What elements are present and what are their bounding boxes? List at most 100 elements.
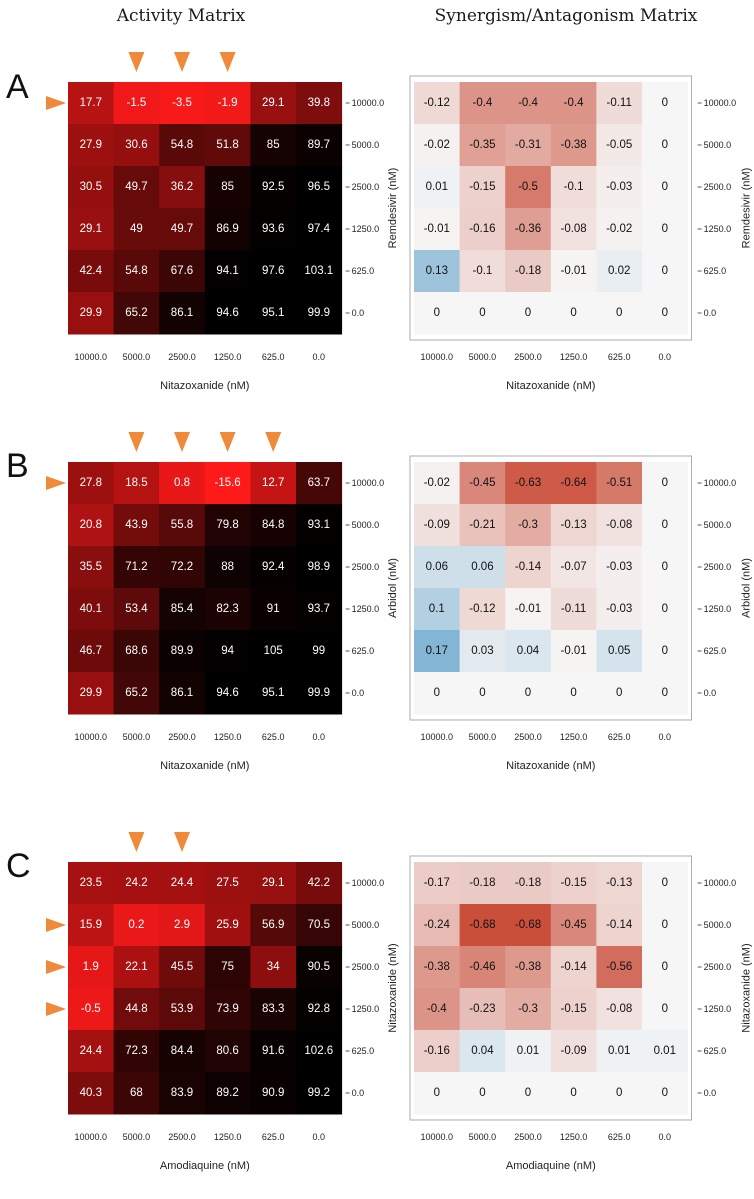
heatmap-cell	[414, 946, 461, 989]
heatmap-cell	[550, 504, 597, 547]
heatmap-cell	[550, 672, 597, 715]
cell-value-label: 94.1	[216, 265, 238, 277]
cell-value-label: 34	[267, 961, 280, 973]
cell-value-label: -0.12	[424, 97, 450, 109]
y-tick-label: 2500.0	[704, 562, 732, 572]
cell-value-label: 0	[662, 477, 668, 489]
heatmap-cell	[414, 672, 461, 715]
cell-value-label: 46.7	[80, 645, 102, 657]
heatmap-cell	[550, 862, 597, 905]
x-tick-label: 1250.0	[214, 1132, 242, 1142]
heatmap-cell	[296, 504, 343, 547]
heatmap-cell	[414, 904, 461, 947]
heatmap-cell	[596, 672, 643, 715]
cell-value-label: 86.9	[216, 223, 238, 235]
cell-value-label: 99	[312, 645, 325, 657]
heatmap-cell	[642, 462, 689, 505]
heatmap-cell	[596, 124, 643, 167]
heatmap-cell	[414, 1030, 461, 1073]
y-axis-label-right: Remdesivir (nM)	[741, 168, 753, 249]
cell-value-label: 0	[525, 307, 531, 319]
heatmap-cell	[68, 124, 115, 167]
heatmap-cell	[113, 630, 160, 673]
cell-value-label: 67.6	[171, 265, 193, 277]
cell-value-label: 17.7	[80, 97, 102, 109]
cell-value-label: 29.1	[262, 97, 284, 109]
heatmap-cell	[204, 588, 251, 631]
cell-value-label: -0.05	[606, 139, 632, 151]
heatmap-cell	[459, 588, 506, 631]
heatmap-cell	[296, 82, 343, 125]
heatmap-cell	[459, 292, 506, 335]
cell-value-label: 84.8	[262, 519, 284, 531]
heatmap-cell	[642, 672, 689, 715]
cell-value-label: -0.14	[515, 561, 542, 573]
y-tick-label: 5000.0	[704, 140, 732, 150]
heatmap-cell	[459, 946, 506, 989]
x-tick-label: 625.0	[262, 352, 285, 362]
cell-value-label: 93.7	[308, 603, 330, 615]
heatmap-cell	[596, 904, 643, 947]
cell-value-label: 75	[221, 961, 234, 973]
cell-value-label: 0.04	[471, 1045, 494, 1057]
cell-value-label: -1.5	[126, 97, 146, 109]
y-tick-label: 625.0	[704, 1046, 727, 1056]
cell-value-label: 92.8	[308, 1003, 330, 1015]
x-tick-label: 0.0	[659, 352, 672, 362]
cell-value-label: 53.9	[171, 1003, 193, 1015]
heatmap-cell	[414, 166, 461, 209]
cell-value-label: 36.2	[171, 181, 193, 193]
cell-value-label: -0.02	[424, 477, 450, 489]
heatmap-cell	[250, 1030, 297, 1073]
y-tick-label: 625.0	[352, 1046, 375, 1056]
down-arrow-marker	[128, 52, 145, 72]
x-tick-label: 0.0	[313, 1132, 326, 1142]
y-tick-label: 0.0	[704, 1088, 717, 1098]
cell-value-label: 63.7	[308, 477, 330, 489]
heatmap-cell	[296, 208, 343, 251]
cell-value-label: 0	[662, 307, 668, 319]
cell-value-label: -0.02	[424, 139, 450, 151]
heatmap-synergy-panel-b: -0.02 -0.45 -0.63 -0.64 -0.51 0 -0.09 -0.21 -0.3…	[387, 455, 753, 772]
y-axis-label-right: Arbidol (nM)	[741, 558, 753, 618]
heatmap-cell	[250, 1072, 297, 1115]
heatmap-cell	[250, 672, 297, 715]
cell-value-label: -0.08	[606, 1003, 632, 1015]
cell-value-label: -0.45	[469, 477, 495, 489]
x-tick-label: 1250.0	[560, 1132, 588, 1142]
synergy-matrix-header: Synergism/Antagonism Matrix	[435, 6, 698, 26]
heatmap-cell	[642, 546, 689, 589]
cell-value-label: 35.5	[80, 561, 102, 573]
heatmap-cell	[596, 462, 643, 505]
y-tick-label: 625.0	[704, 266, 727, 276]
cell-value-label: 0.05	[608, 645, 630, 657]
cell-value-label: 85	[221, 181, 234, 193]
heatmap-cell	[296, 166, 343, 209]
cell-value-label: -0.14	[560, 961, 587, 973]
cell-value-label: -0.38	[560, 139, 586, 151]
heatmap-cell	[250, 988, 297, 1031]
x-tick-label: 10000.0	[75, 352, 108, 362]
y-tick-label: 1250.0	[352, 1004, 380, 1014]
heatmap-cell	[113, 124, 160, 167]
heatmap-cell	[414, 208, 461, 251]
cell-value-label: 94.6	[216, 687, 238, 699]
heatmap-cell	[414, 124, 461, 167]
cell-value-label: 0	[479, 1087, 485, 1099]
heatmap-cell	[204, 946, 251, 989]
cell-value-label: 0	[479, 307, 485, 319]
heatmap-cell	[459, 462, 506, 505]
heatmap-cell	[505, 82, 552, 125]
cell-value-label: -0.17	[424, 877, 450, 889]
cell-value-label: -0.64	[560, 477, 587, 489]
cell-value-label: 18.5	[125, 477, 147, 489]
heatmap-cell	[296, 862, 343, 905]
cell-value-label: 0	[570, 687, 576, 699]
heatmap-cell	[68, 904, 115, 947]
cell-value-label: 89.2	[216, 1087, 238, 1099]
heatmap-cell	[642, 630, 689, 673]
cell-value-label: 49.7	[125, 181, 147, 193]
heatmap-cell	[68, 946, 115, 989]
x-tick-label: 625.0	[262, 1132, 285, 1142]
panel-letter-a: A	[6, 68, 29, 106]
